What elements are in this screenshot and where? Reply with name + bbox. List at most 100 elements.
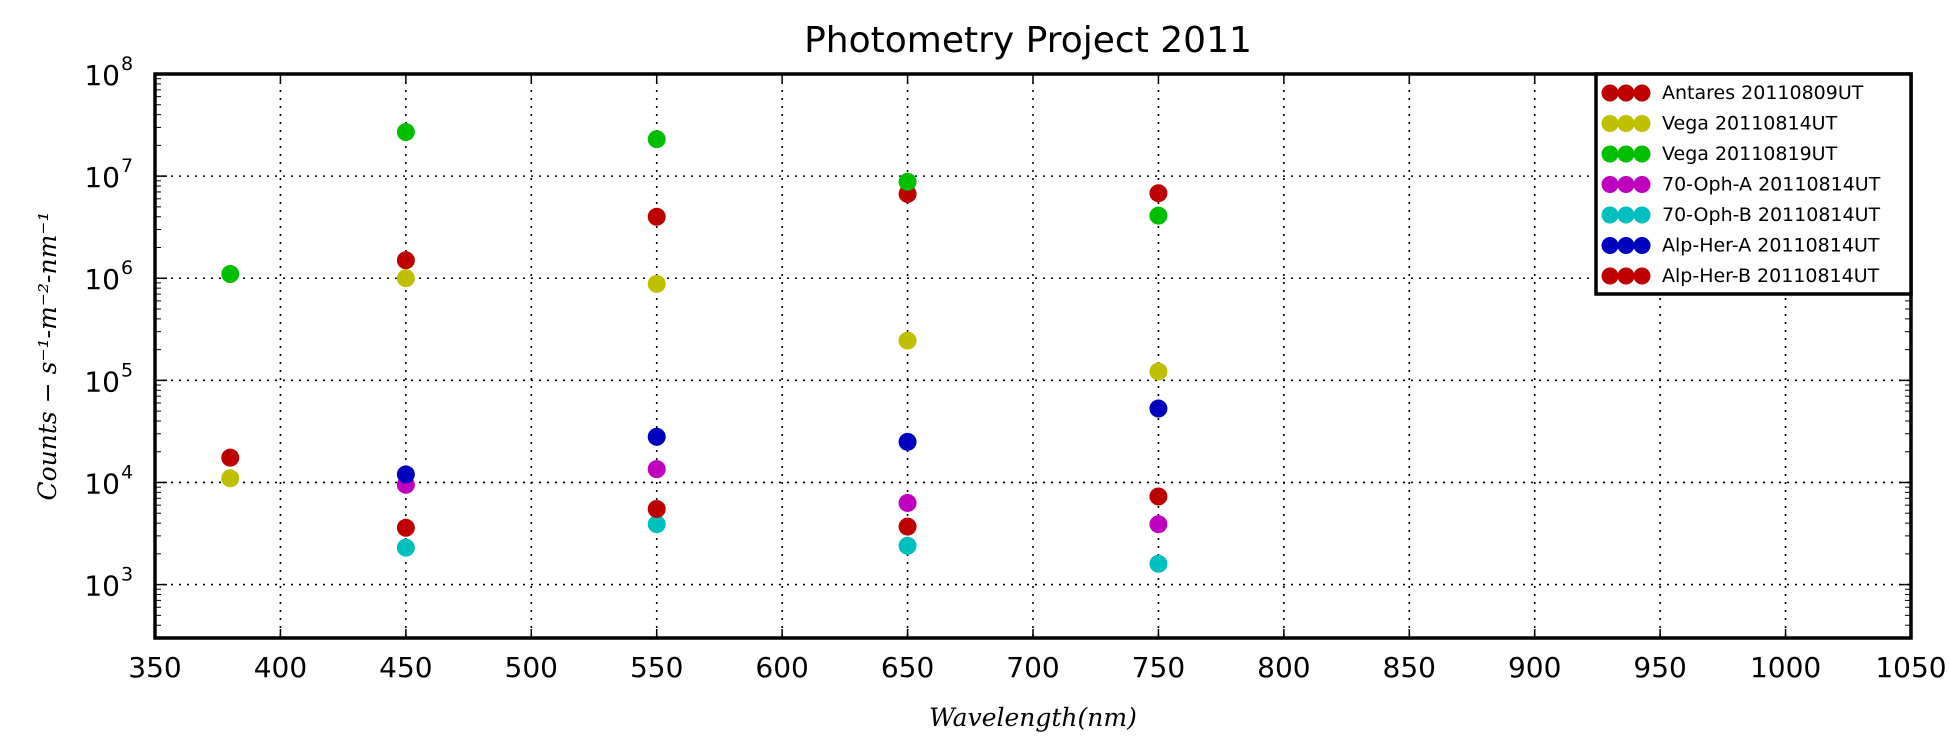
legend-marker <box>1617 145 1635 163</box>
legend-item: 70-Oph-A 20110814UT <box>1601 174 1881 196</box>
data-point <box>898 493 917 512</box>
series-1 <box>221 184 1168 467</box>
legend-item: Alp-Her-B 20110814UT <box>1601 265 1880 287</box>
x-tick-label: 900 <box>1508 651 1561 684</box>
x-tick-label: 800 <box>1257 651 1310 684</box>
legend-marker <box>1617 84 1635 102</box>
data-point <box>221 448 240 467</box>
x-tick-label: 950 <box>1633 651 1686 684</box>
data-point <box>1149 487 1168 506</box>
legend-marker <box>1601 267 1619 285</box>
legend-marker <box>1601 84 1619 102</box>
x-tick-label: 550 <box>630 651 683 684</box>
data-point <box>221 265 240 284</box>
x-tick-labels: 350 400 450 500 550 600 650 700 750 800 850 900 950 1… <box>128 651 1946 684</box>
data-point <box>396 465 415 484</box>
legend-marker <box>1601 206 1619 224</box>
data-point <box>396 251 415 270</box>
data-point <box>898 331 917 350</box>
data-point <box>1149 399 1168 418</box>
legend-marker <box>1633 145 1651 163</box>
x-tick-label: 600 <box>755 651 808 684</box>
data-point <box>1149 362 1168 381</box>
series-3 <box>221 123 1168 284</box>
y-tick-label: 10 5 <box>84 359 133 398</box>
y-tick-exponent: 8 <box>121 53 133 75</box>
legend-label: 70-Oph-A 20110814UT <box>1662 174 1881 196</box>
y-tick-base: 10 <box>84 467 120 500</box>
x-tick-label: 1000 <box>1750 651 1821 684</box>
data-point <box>647 130 666 149</box>
x-tick-label: 1050 <box>1875 651 1946 684</box>
data-point <box>647 427 666 446</box>
legend-item: 70-Oph-B 20110814UT <box>1601 204 1880 226</box>
series-5 <box>396 515 1168 573</box>
legend-marker <box>1633 267 1651 285</box>
x-tick-label: 850 <box>1383 651 1436 684</box>
data-point <box>647 460 666 479</box>
legend-marker <box>1633 84 1651 102</box>
legend-label: 70-Oph-B 20110814UT <box>1662 204 1880 226</box>
data-point <box>898 517 917 536</box>
y-tick-exponent: 7 <box>121 155 133 177</box>
data-points <box>221 123 1168 573</box>
data-point <box>1149 554 1168 573</box>
data-point <box>647 515 666 534</box>
x-tick-label: 500 <box>505 651 558 684</box>
series-6 <box>396 399 1168 484</box>
y-tick-label: 10 8 <box>84 53 133 92</box>
legend-label: Antares 20110809UT <box>1662 82 1864 104</box>
data-point <box>396 538 415 557</box>
data-point <box>898 172 917 191</box>
y-tick-base: 10 <box>84 263 120 296</box>
data-point <box>396 123 415 142</box>
legend-item: Vega 20110814UT <box>1601 113 1838 135</box>
y-tick-exponent: 4 <box>121 461 133 483</box>
legend-marker <box>1601 237 1619 254</box>
data-point <box>396 518 415 537</box>
y-tick-base: 10 <box>84 365 120 398</box>
legend-marker <box>1617 176 1635 193</box>
x-tick-label: 700 <box>1006 651 1059 684</box>
x-tick-label: 650 <box>881 651 934 684</box>
y-tick-base: 10 <box>84 161 120 194</box>
data-point <box>1149 206 1168 225</box>
data-point <box>647 274 666 293</box>
legend-marker <box>1633 206 1651 224</box>
data-point <box>221 469 240 488</box>
legend-item: Alp-Her-A 20110814UT <box>1601 235 1880 257</box>
x-tick-label: 450 <box>379 651 432 684</box>
legend-marker <box>1617 115 1635 132</box>
legend-label: Alp-Her-B 20110814UT <box>1662 265 1880 287</box>
y-axis-label: Counts − s⁻¹-m⁻²-nm⁻¹ <box>33 212 62 501</box>
legend: Antares 20110809UT Vega 20110814UT Vega 20… <box>1594 72 1913 296</box>
data-point <box>898 432 917 451</box>
y-tick-label: 10 6 <box>84 257 133 296</box>
y-tick-label: 10 7 <box>84 155 133 194</box>
data-point <box>898 536 917 555</box>
data-point <box>1149 184 1168 203</box>
legend-label: Alp-Her-A 20110814UT <box>1662 235 1880 257</box>
y-tick-exponent: 6 <box>121 257 133 279</box>
legend-marker <box>1633 237 1651 254</box>
legend-label: Vega 20110814UT <box>1662 113 1838 135</box>
y-tick-base: 10 <box>84 59 120 92</box>
data-point <box>1149 515 1168 534</box>
legend-marker <box>1601 145 1619 163</box>
data-point <box>647 207 666 226</box>
legend-marker <box>1617 237 1635 254</box>
legend-label: Vega 20110819UT <box>1662 143 1838 165</box>
x-axis-label: Wavelength(nm) <box>929 703 1137 732</box>
y-tick-base: 10 <box>84 570 120 603</box>
legend-marker <box>1601 176 1619 193</box>
x-tick-label: 350 <box>128 651 181 684</box>
legend-item: Antares 20110809UT <box>1601 82 1864 104</box>
y-tick-exponent: 5 <box>121 359 133 381</box>
y-tick-exponent: 3 <box>121 564 133 586</box>
series-2 <box>221 269 1168 488</box>
x-tick-label: 400 <box>254 651 307 684</box>
legend-marker <box>1633 176 1651 193</box>
chart-title: Photometry Project 2011 <box>804 20 1252 61</box>
y-tick-label: 10 4 <box>84 461 133 500</box>
